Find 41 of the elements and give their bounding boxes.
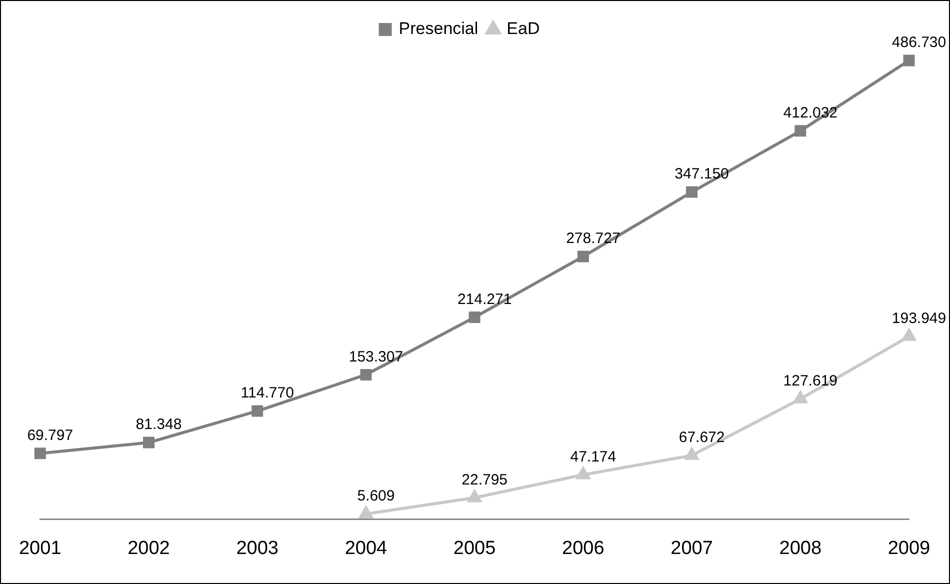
data-label: 5.609 [357, 488, 395, 505]
point [576, 467, 590, 480]
point [468, 490, 482, 502]
data-label: 486.730 [892, 34, 946, 52]
point [360, 368, 372, 380]
point [903, 54, 915, 66]
point [359, 506, 373, 518]
point [794, 125, 806, 137]
x-tick-label: 2009 [888, 538, 930, 559]
data-label: 67.672 [678, 429, 725, 446]
point [252, 405, 264, 417]
x-tick-label: 2006 [562, 538, 604, 559]
point [34, 448, 46, 460]
data-label: 412.032 [783, 104, 838, 122]
data-label: 214.271 [457, 290, 512, 308]
x-tick-label: 2003 [236, 538, 278, 559]
data-label: 47.174 [570, 448, 616, 466]
point [902, 328, 916, 341]
data-label: 127.619 [783, 372, 838, 390]
point [685, 448, 698, 460]
x-tick-label: 2005 [453, 538, 496, 559]
point [794, 391, 808, 404]
data-label: 22.795 [462, 471, 508, 488]
x-tick-label: 2004 [344, 538, 388, 559]
point [143, 436, 154, 448]
data-label: 347.150 [674, 166, 729, 183]
x-tick-label: 2001 [18, 538, 62, 559]
x-tick-label: 2002 [128, 538, 170, 559]
data-label: 153.307 [348, 348, 404, 366]
point [686, 186, 698, 198]
data-label: 193.949 [892, 310, 946, 328]
data-label: 278.727 [566, 230, 620, 248]
point [577, 250, 589, 262]
x-tick-label: 2007 [670, 538, 713, 559]
legend-label: EaD [506, 19, 540, 38]
data-label: 114.770 [240, 384, 294, 402]
data-label: 69.797 [27, 427, 74, 444]
data-label: 81.348 [136, 416, 182, 434]
legend-label: Presencial [398, 19, 478, 38]
point [468, 312, 480, 324]
x-tick-label: 2008 [779, 538, 822, 559]
